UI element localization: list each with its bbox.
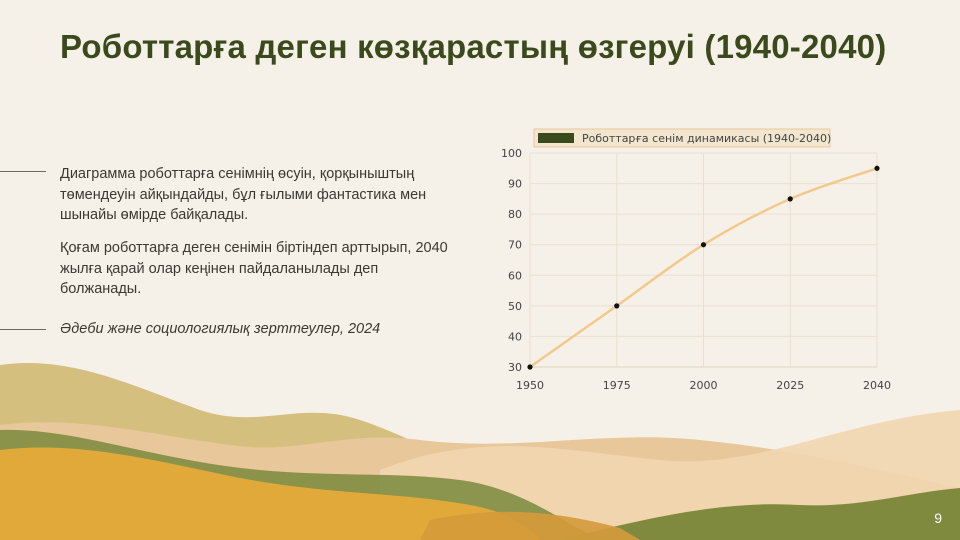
x-tick-label: 2000 <box>690 379 718 392</box>
y-tick-label: 50 <box>508 300 522 313</box>
divider-line <box>0 171 46 172</box>
data-point <box>874 165 880 171</box>
source-citation: Әдеби және социологиялық зерттеулер, 202… <box>60 321 381 337</box>
x-axis-ticks: 1950 1975 2000 2025 2040 <box>516 379 891 392</box>
y-axis-ticks: 30 40 50 60 70 80 90 100 <box>501 147 522 374</box>
y-tick-label: 90 <box>508 178 522 191</box>
legend-swatch <box>538 133 574 143</box>
description-paragraph-2: Қоғам роботтарға деген сенімін біртіндеп… <box>60 240 448 297</box>
trust-line-chart: 30 40 50 60 70 80 90 100 1950 1975 2000 2025 2040 Р… <box>501 128 891 392</box>
legend-frame <box>533 128 831 148</box>
data-point <box>614 303 620 309</box>
y-tick-label: 60 <box>508 269 522 282</box>
y-tick-label: 70 <box>508 239 522 252</box>
data-points <box>527 165 880 370</box>
chart-legend: Роботтарға сенім динамикасы (1940-2040) <box>533 128 831 148</box>
page-number: 9 <box>934 510 942 526</box>
y-tick-label: 40 <box>508 330 522 343</box>
divider-line <box>0 329 46 330</box>
x-tick-label: 1950 <box>516 379 544 392</box>
data-point <box>787 196 793 202</box>
x-tick-label: 2040 <box>863 379 891 392</box>
description-paragraph-1: Диаграмма роботтарға сенімнің өсуін, қор… <box>60 166 427 223</box>
page-title: Роботтарға деген көзқарастың өзгеруі (19… <box>60 28 887 65</box>
y-tick-label: 100 <box>501 147 522 160</box>
data-point <box>700 242 707 248</box>
x-tick-label: 2025 <box>776 379 804 392</box>
y-tick-label: 80 <box>508 208 522 221</box>
y-tick-label: 30 <box>508 361 522 374</box>
legend-label: Роботтарға сенім динамикасы (1940-2040) <box>582 132 831 145</box>
x-tick-label: 1975 <box>603 379 631 392</box>
data-point <box>527 364 533 370</box>
